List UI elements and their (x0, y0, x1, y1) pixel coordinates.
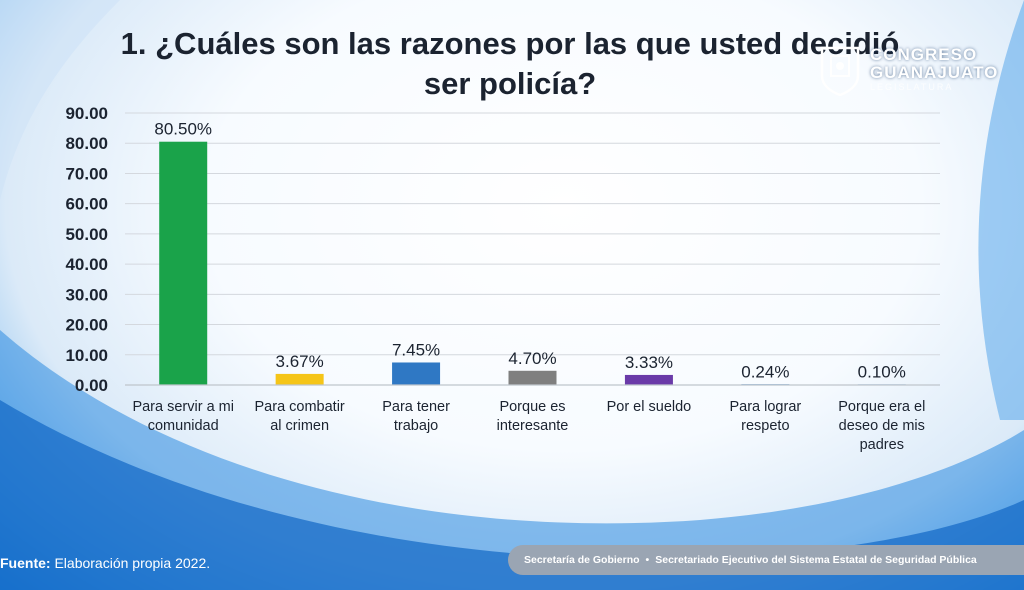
y-tick-label: 20.00 (65, 316, 108, 335)
footer-separator: • (645, 554, 650, 566)
y-tick-label: 40.00 (65, 255, 108, 274)
data-label: 0.10% (858, 362, 906, 381)
congreso-emblem-icon (820, 46, 860, 96)
category-label: al crimen (270, 418, 329, 434)
y-tick-label: 80.00 (65, 134, 108, 153)
bar (624, 374, 673, 385)
category-label: Porque era el (838, 399, 925, 415)
category-label: Para tener (382, 399, 450, 415)
footer-org1: Secretaría de Gobierno (524, 554, 640, 566)
bar (159, 141, 208, 385)
category-label: Porque es (499, 399, 565, 415)
footer-org2: Secretariado Ejecutivo del Sistema Estat… (655, 554, 977, 566)
category-label: Para combatir (255, 399, 345, 415)
source-text: Elaboración propia 2022. (54, 555, 211, 571)
y-tick-label: 50.00 (65, 225, 108, 244)
data-label: 4.70% (508, 349, 556, 368)
chart-title-line1: 1. ¿Cuáles son las razones por las que u… (120, 26, 900, 61)
data-label: 80.50% (154, 120, 212, 139)
footer-banner: Secretaría de Gobierno • Secretariado Ejec… (508, 545, 1024, 575)
category-label: deseo de mis (839, 418, 925, 434)
y-tick-label: 0.00 (75, 376, 108, 395)
chart-title: 1. ¿Cuáles son las razones por las que u… (100, 24, 920, 104)
bar (508, 370, 557, 385)
category-label: Para servir a mi (132, 399, 234, 415)
y-tick-label: 70.00 (65, 164, 108, 183)
source-note: Fuente: Elaboración propia 2022. (0, 555, 210, 571)
y-tick-label: 60.00 (65, 195, 108, 214)
y-tick-label: 30.00 (65, 285, 108, 304)
category-label: padres (860, 437, 904, 453)
chart-title-line2: ser policía? (423, 66, 597, 101)
data-label: 3.33% (625, 353, 673, 372)
logo-line2: GUANAJUATO (870, 63, 999, 82)
y-tick-label: 10.00 (65, 346, 108, 365)
data-label: 7.45% (392, 340, 440, 359)
category-label: respeto (741, 418, 789, 434)
category-label: trabajo (394, 418, 438, 434)
category-label: interesante (497, 418, 569, 434)
data-label: 0.24% (741, 362, 789, 381)
category-label: Para lograr (729, 399, 801, 415)
data-label: 3.67% (276, 352, 324, 371)
category-label: comunidad (148, 418, 219, 434)
category-label: Por el sueldo (607, 399, 692, 415)
y-tick-label: 90.00 (65, 104, 108, 123)
congreso-logo: CONGRESO GUANAJUATO LEGISLATURA (818, 42, 998, 98)
logo-line1: CONGRESO (870, 45, 978, 64)
source-label: Fuente: (0, 555, 51, 571)
logo-line3: LEGISLATURA (870, 82, 954, 92)
bar (392, 362, 441, 385)
bar (275, 373, 324, 385)
